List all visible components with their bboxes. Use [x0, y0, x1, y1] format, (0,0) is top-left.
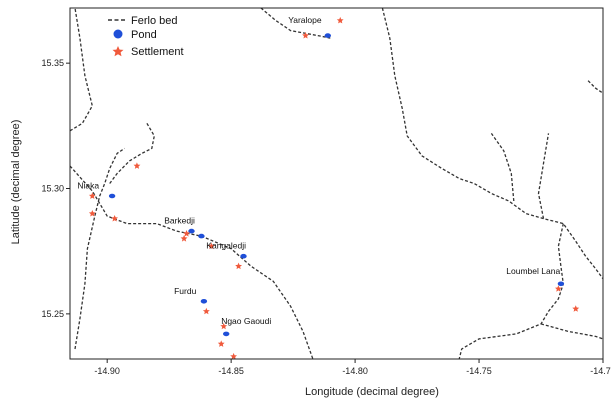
- pond-marker: [198, 233, 205, 239]
- ferlo-bed-line: [260, 7, 331, 39]
- x-tick-label: -14.80: [342, 366, 368, 376]
- ferlo-bed-line: [109, 122, 155, 184]
- x-axis-title: Longitude (decimal degree): [305, 386, 439, 398]
- settlement-marker: [235, 262, 242, 270]
- legend: Ferlo bed Pond Settlement: [108, 15, 184, 58]
- pond-marker: [557, 281, 565, 287]
- settlement-marker: [88, 192, 96, 199]
- pond-marker: [324, 33, 331, 38]
- settlement-marker: [302, 32, 309, 39]
- place-label: Niaka: [77, 181, 99, 191]
- pond-marker: [200, 299, 208, 304]
- x-tick-label: -14.75: [466, 366, 492, 376]
- ferlo-bed-layer: [69, 7, 604, 360]
- place-label: Furdu: [174, 286, 196, 296]
- place-label: Yaralope: [288, 15, 322, 25]
- axis-layer: -14.90 -14.85 -14.80 -14.75 -14.70 15.25 15.30…: [41, 58, 611, 376]
- settlement-marker: [180, 235, 188, 242]
- settlement-layer: [88, 16, 580, 360]
- legend-pond-swatch: [113, 29, 123, 39]
- y-tick-label: 15.35: [41, 58, 64, 68]
- ferlo-bed-line: [540, 323, 604, 340]
- settlement-marker: [572, 305, 580, 312]
- x-tick-label: -14.70: [590, 366, 611, 376]
- pond-marker: [108, 193, 116, 199]
- pond-marker: [240, 253, 247, 259]
- place-label: Kangaledji: [206, 241, 246, 251]
- settlement-marker: [88, 210, 96, 217]
- settlement-marker: [217, 340, 225, 347]
- place-label-layer: Yaralope Niaka Barkedji Kangaledji Furdu Ngao…: [77, 15, 560, 326]
- pond-layer: [108, 33, 565, 337]
- y-tick-label: 15.30: [41, 184, 64, 194]
- place-label: Barkedji: [164, 216, 195, 226]
- legend-ferlo-bed-label: Ferlo bed: [131, 15, 177, 27]
- ferlo-bed-line: [74, 147, 125, 350]
- ferlo-bed-line: [537, 133, 550, 219]
- legend-settlement-swatch: [112, 46, 124, 57]
- legend-settlement-label: Settlement: [131, 46, 184, 58]
- x-tick-label: -14.90: [94, 366, 120, 376]
- place-label: Ngao Gaoudi: [221, 316, 271, 326]
- settlement-marker: [207, 242, 215, 250]
- ferlo-bed-line: [69, 7, 93, 132]
- pond-marker: [223, 331, 230, 337]
- ferlo-bed-line: [458, 223, 564, 360]
- settlement-marker: [555, 285, 562, 292]
- ferlo-bed-line: [587, 80, 604, 94]
- settlement-marker: [336, 16, 344, 24]
- settlement-marker: [220, 322, 228, 330]
- pond-marker: [188, 228, 195, 234]
- x-tick-label: -14.85: [218, 366, 244, 376]
- plot-frame: [69, 7, 604, 360]
- y-tick-label: 15.25: [41, 309, 64, 319]
- y-axis-title: Latitude (decimal degree): [10, 120, 22, 245]
- settlement-marker: [183, 230, 190, 237]
- settlement-marker: [133, 162, 141, 169]
- settlement-marker: [230, 352, 237, 360]
- ferlo-bed-line: [381, 7, 604, 280]
- settlement-marker: [111, 215, 118, 222]
- legend-pond-label: Pond: [131, 29, 157, 41]
- place-label: Loumbel Lana: [506, 266, 560, 276]
- ferlo-bed-line: [490, 133, 515, 202]
- settlement-marker: [202, 307, 210, 315]
